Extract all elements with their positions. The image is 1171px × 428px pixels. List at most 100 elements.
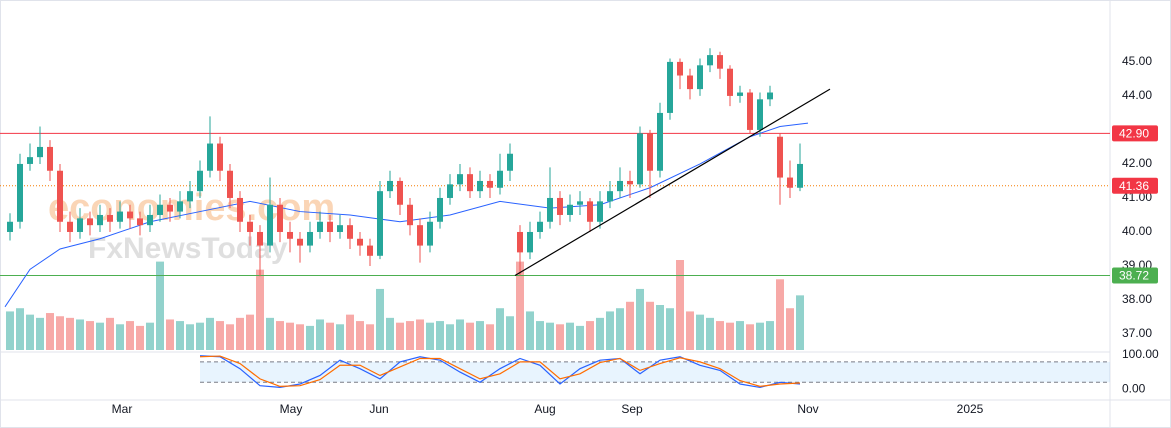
- volume-bar: [486, 324, 494, 350]
- volume-bar: [386, 317, 394, 350]
- volume-bar: [616, 308, 624, 350]
- x-tick-label: Nov: [797, 402, 818, 416]
- trendline: [514, 88, 831, 277]
- candle-body: [497, 170, 503, 188]
- candle-body: [507, 153, 513, 171]
- candle-body: [297, 238, 303, 246]
- candle-body: [777, 136, 783, 178]
- volume-bar: [276, 321, 284, 350]
- volume-bar: [746, 324, 754, 350]
- volume-bar: [666, 308, 674, 350]
- candle-body: [127, 211, 133, 219]
- volume-bar: [636, 288, 644, 350]
- volume-bar: [186, 324, 194, 350]
- volume-bar: [456, 319, 464, 350]
- volume-bar: [306, 325, 314, 350]
- volume-bar: [416, 319, 424, 350]
- candle-body: [437, 197, 443, 222]
- volume-bar: [86, 321, 94, 350]
- volume-bar: [126, 321, 134, 350]
- y-tick-label: 45.00: [1122, 54, 1152, 68]
- candle-body: [117, 211, 123, 222]
- candle-body: [797, 163, 803, 188]
- oscillator-line: [199, 355, 801, 387]
- volume-bar: [446, 324, 454, 350]
- candle-body: [447, 184, 453, 198]
- candle-body: [517, 231, 523, 253]
- candle-body: [477, 180, 483, 192]
- volume-bar: [326, 322, 334, 350]
- candle-body: [637, 133, 643, 185]
- candle-body: [97, 214, 103, 226]
- x-tick-label: 2025: [957, 402, 984, 416]
- candle-body: [177, 201, 183, 212]
- candle-body: [727, 68, 733, 96]
- candle-body: [667, 61, 673, 113]
- volume-bar: [656, 305, 664, 350]
- level-badge: [1112, 177, 1158, 194]
- candle-body: [607, 191, 613, 202]
- candle-body: [767, 92, 773, 100]
- volume-bar: [106, 317, 114, 350]
- candle-body: [417, 225, 423, 246]
- candle-body: [427, 221, 433, 246]
- candle-body: [487, 180, 493, 188]
- candle-body: [617, 180, 623, 192]
- candle-body: [627, 180, 633, 185]
- volume-bar: [556, 324, 564, 350]
- volume-bar: [226, 324, 234, 350]
- volume-bar: [736, 321, 744, 350]
- candle-body: [267, 204, 273, 246]
- candle-body: [467, 174, 473, 192]
- volume-bar: [676, 260, 684, 350]
- volume-bar: [366, 324, 374, 350]
- volume-bar: [576, 325, 584, 350]
- candle-body: [377, 191, 383, 256]
- volume-bar: [426, 322, 434, 350]
- volume-bar: [496, 308, 504, 350]
- candle-body: [237, 197, 243, 222]
- candle-body: [347, 225, 353, 239]
- candle-body: [357, 238, 363, 246]
- x-tick-label: Sep: [621, 402, 643, 416]
- candle-body: [197, 170, 203, 192]
- oscillator-line: [199, 355, 801, 389]
- y-tick-label: 37.00: [1122, 326, 1152, 340]
- volume-bar: [206, 317, 214, 350]
- candle-body: [567, 204, 573, 215]
- x-tick-label: Mar: [112, 402, 133, 416]
- volume-bar: [196, 322, 204, 350]
- candle-body: [597, 201, 603, 222]
- candle-body: [647, 133, 653, 171]
- y-tick-label: 38.00: [1122, 292, 1152, 306]
- moving-average: [4, 122, 809, 308]
- volume-bar: [776, 279, 784, 350]
- volume-bar: [566, 322, 574, 350]
- volume-bar: [16, 308, 24, 350]
- volume-bar: [536, 321, 544, 350]
- level-label: 38.72: [1119, 269, 1149, 283]
- candle-body: [157, 204, 163, 215]
- y-tick-label: 44.00: [1122, 88, 1152, 102]
- watermark: FxNewsToday: [88, 232, 288, 265]
- level-badge: [1112, 125, 1158, 142]
- candle-body: [107, 214, 113, 222]
- volume-bar: [6, 311, 14, 350]
- volume-bar: [506, 316, 514, 350]
- candle-body: [757, 99, 763, 130]
- candle-body: [277, 204, 283, 232]
- level-label: 41.36: [1119, 179, 1149, 193]
- candle-body: [247, 221, 253, 232]
- volume-bar: [316, 319, 324, 350]
- candle-body: [227, 170, 233, 198]
- volume-bar: [356, 321, 364, 350]
- candle-body: [217, 143, 223, 171]
- candle-body: [257, 231, 263, 246]
- candle-body: [57, 170, 63, 222]
- volume-bar: [286, 322, 294, 350]
- y-tick-label: 42.00: [1122, 156, 1152, 170]
- volume-bar: [796, 295, 804, 350]
- candle-body: [327, 221, 333, 232]
- volume-bar: [336, 324, 344, 350]
- volume-bar: [476, 321, 484, 350]
